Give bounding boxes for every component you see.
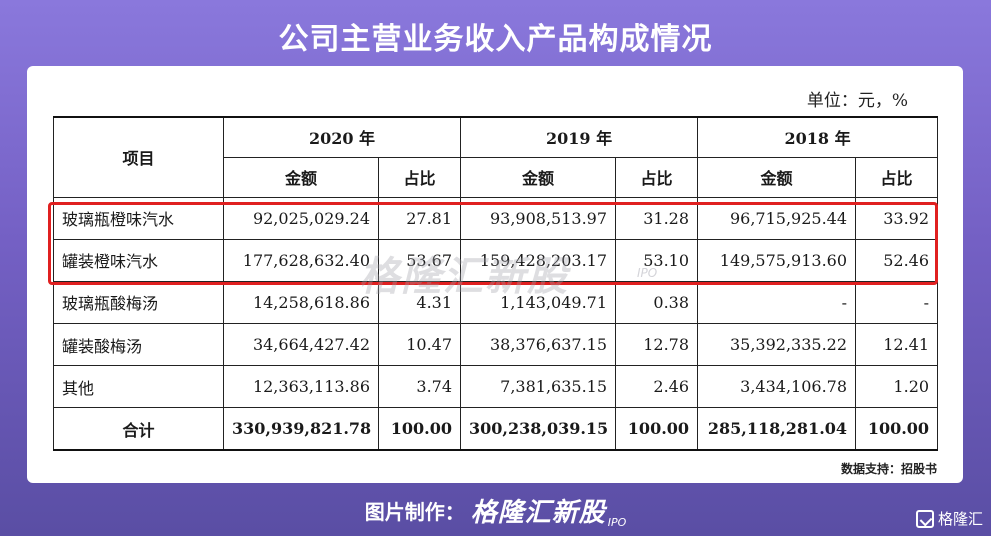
cell-ratio: 53.67 — [377, 238, 462, 282]
corner-logo-text: 格隆汇 — [937, 510, 983, 528]
footer-ipo: IPO — [607, 516, 627, 529]
unit-label: 单位：元，% — [806, 91, 908, 111]
header-amount: 金额 — [223, 156, 379, 198]
cell-ratio: 4.31 — [377, 280, 462, 324]
cell-amount: 92,025,029.24 — [223, 196, 379, 240]
header-year-2019: 2019 年 — [460, 116, 699, 158]
source-note: 数据支持：招股书 — [840, 462, 937, 476]
header-year-2020: 2020 年 — [222, 116, 462, 158]
cell-amount: 14,258,618.86 — [223, 280, 379, 324]
table-row: 罐装酸梅汤 34,664,427.42 10.47 38,376,637.15 … — [53, 322, 939, 367]
logo-icon — [915, 509, 934, 528]
cell-amount: 35,392,335.22 — [697, 322, 857, 367]
cell-amount: 1,143,049.71 — [460, 280, 617, 324]
cell-amount: 285,118,281.04 — [697, 407, 857, 452]
footer: 图片制作： 格隆汇新股 IPO — [0, 492, 991, 529]
row-name: 玻璃瓶酸梅汤 — [53, 280, 224, 324]
cell-amount: 3,434,106.78 — [697, 365, 857, 409]
cell-amount: 330,939,821.78 — [223, 407, 379, 452]
cell-ratio: 0.38 — [615, 280, 699, 324]
header-amount: 金额 — [460, 156, 617, 198]
header-item: 项目 — [53, 116, 224, 198]
cell-amount: 12,363,113.86 — [223, 365, 379, 409]
cell-ratio: 100.00 — [615, 407, 699, 452]
cell-amount: 96,715,925.44 — [697, 196, 857, 240]
corner-logo: 格隆汇 — [915, 508, 983, 529]
cell-ratio: 12.78 — [615, 322, 699, 367]
cell-ratio: 12.41 — [855, 322, 939, 367]
table-row: 其他 12,363,113.86 3.74 7,381,635.15 2.46 … — [53, 365, 939, 409]
revenue-table: 项目 2020 年 2019 年 2018 年 金额 占比 金额 占比 金额 占… — [53, 116, 939, 452]
footer-label: 图片制作： — [364, 500, 465, 524]
table-total-row: 合计 330,939,821.78 100.00 300,238,039.15 … — [53, 407, 939, 452]
row-name: 玻璃瓶橙味汽水 — [53, 196, 224, 240]
cell-amount: - — [697, 280, 857, 324]
cell-ratio: 3.74 — [377, 365, 462, 409]
cell-ratio: 100.00 — [377, 407, 462, 452]
cell-amount: 38,376,637.15 — [460, 322, 617, 367]
cell-amount: 34,664,427.42 — [223, 322, 379, 367]
cell-ratio: 33.92 — [855, 196, 939, 240]
row-name: 罐装橙味汽水 — [53, 238, 224, 282]
table-row: 罐装橙味汽水 177,628,632.40 53.67 159,428,203.… — [53, 238, 939, 282]
header-ratio: 占比 — [615, 156, 699, 198]
cell-ratio: 2.46 — [615, 365, 699, 409]
table-card: 单位：元，% 项目 2020 年 2019 年 2018 年 金额 占比 金额 … — [27, 66, 963, 483]
cell-amount: 93,908,513.97 — [460, 196, 617, 240]
total-label: 合计 — [53, 407, 224, 452]
header-ratio: 占比 — [855, 156, 939, 198]
cell-ratio: 10.47 — [377, 322, 462, 367]
footer-brand: 格隆汇新股 — [470, 498, 606, 528]
cell-amount: 300,238,039.15 — [460, 407, 617, 452]
page-title: 公司主营业务收入产品构成情况 — [278, 22, 713, 57]
cell-amount: 159,428,203.17 — [460, 238, 617, 282]
row-name: 其他 — [53, 365, 224, 409]
cell-ratio: 100.00 — [855, 407, 939, 452]
table-row: 玻璃瓶橙味汽水 92,025,029.24 27.81 93,908,513.9… — [53, 196, 939, 240]
table-row: 玻璃瓶酸梅汤 14,258,618.86 4.31 1,143,049.71 0… — [53, 280, 939, 324]
cell-ratio: - — [855, 280, 939, 324]
header-ratio: 占比 — [377, 156, 462, 198]
row-name: 罐装酸梅汤 — [53, 322, 224, 367]
cell-ratio: 53.10 — [615, 238, 699, 282]
cell-amount: 149,575,913.60 — [697, 238, 857, 282]
cell-ratio: 31.28 — [615, 196, 699, 240]
header-year-2018: 2018 年 — [697, 116, 939, 158]
cell-ratio: 52.46 — [855, 238, 939, 282]
cell-amount: 177,628,632.40 — [223, 238, 379, 282]
cell-amount: 7,381,635.15 — [460, 365, 617, 409]
header-amount: 金额 — [697, 156, 857, 198]
cell-ratio: 1.20 — [855, 365, 939, 409]
cell-ratio: 27.81 — [377, 196, 462, 240]
